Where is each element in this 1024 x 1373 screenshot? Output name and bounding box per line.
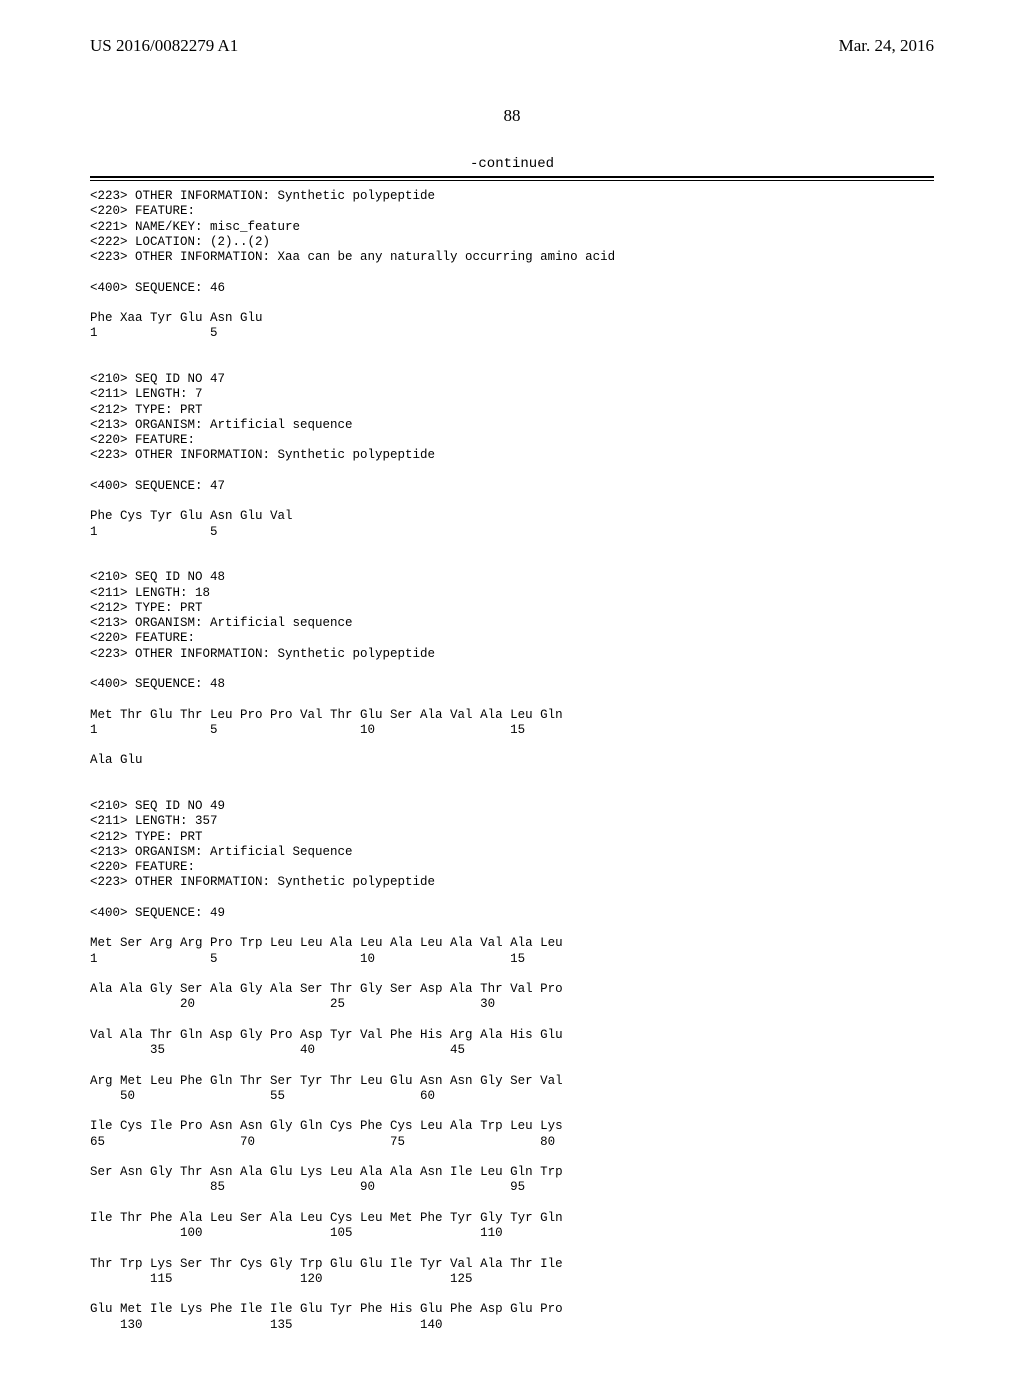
sequence-listing: <223> OTHER INFORMATION: Synthetic polyp…	[90, 189, 934, 1333]
page-header: US 2016/0082279 A1 Mar. 24, 2016	[90, 36, 934, 56]
publication-date: Mar. 24, 2016	[839, 36, 934, 56]
continued-label: -continued	[90, 156, 934, 172]
rule-top-thick	[90, 176, 934, 178]
publication-number: US 2016/0082279 A1	[90, 36, 238, 56]
page-container: US 2016/0082279 A1 Mar. 24, 2016 88 -con…	[0, 0, 1024, 1373]
page-number: 88	[90, 106, 934, 126]
rule-top-thin	[90, 180, 934, 181]
